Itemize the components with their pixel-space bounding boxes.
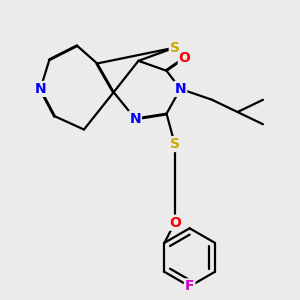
Text: F: F	[185, 279, 194, 293]
Text: O: O	[169, 216, 181, 230]
Text: O: O	[179, 51, 190, 65]
Text: N: N	[129, 112, 141, 126]
Text: N: N	[175, 82, 186, 96]
Text: S: S	[170, 40, 180, 55]
Text: S: S	[170, 137, 180, 151]
Text: N: N	[34, 82, 46, 96]
